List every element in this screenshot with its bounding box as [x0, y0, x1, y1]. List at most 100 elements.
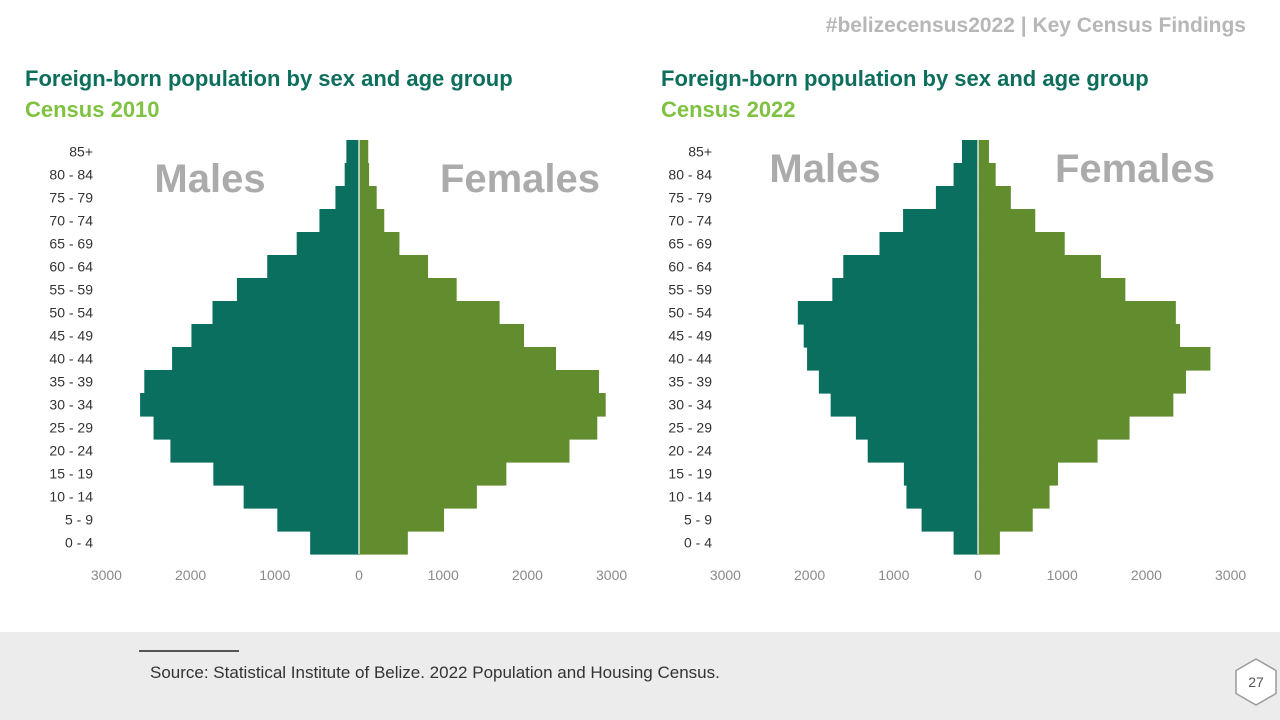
age-group-label: 20 - 24 — [668, 443, 712, 459]
x-tick-label: 2000 — [175, 567, 206, 583]
bar-female-25-29 — [359, 416, 598, 440]
x-tick-label: 3000 — [710, 567, 741, 583]
age-group-label: 5 - 9 — [65, 512, 93, 528]
bar-female-35-39 — [978, 370, 1186, 394]
x-tick-label: 1000 — [259, 567, 290, 583]
bar-male-80-84 — [953, 163, 978, 187]
age-group-label: 65 - 69 — [49, 236, 93, 252]
age-group-label: 75 - 79 — [49, 190, 93, 206]
page-number: 27 — [1248, 674, 1264, 690]
bar-male-55-59 — [832, 278, 978, 302]
age-group-label: 50 - 54 — [49, 305, 93, 321]
bar-female-50-54 — [359, 301, 500, 325]
bar-female-40-44 — [359, 347, 557, 371]
age-group-label: 65 - 69 — [668, 236, 712, 252]
bar-male-80-84 — [344, 163, 359, 187]
bar-male-5-9 — [277, 508, 359, 532]
age-group-label: 30 - 34 — [49, 397, 93, 413]
age-group-label: 30 - 34 — [668, 397, 712, 413]
bar-female-10-14 — [359, 485, 477, 509]
bar-male-60-64 — [267, 255, 359, 279]
bar-male-10-14 — [906, 485, 978, 509]
bar-female-25-29 — [978, 416, 1130, 440]
bar-male-55-59 — [236, 278, 359, 302]
age-group-label: 70 - 74 — [49, 213, 93, 229]
bar-male-45-49 — [803, 324, 978, 348]
age-group-label: 10 - 14 — [49, 489, 93, 505]
age-group-label: 15 - 19 — [668, 466, 712, 482]
bar-male-0-4 — [310, 531, 359, 555]
age-group-label: 5 - 9 — [684, 512, 712, 528]
x-tick-label: 2000 — [794, 567, 825, 583]
bar-male-15-19 — [213, 462, 359, 486]
age-group-label: 45 - 49 — [668, 328, 712, 344]
age-group-label: 35 - 39 — [668, 374, 712, 390]
bar-female-5-9 — [359, 508, 445, 532]
page-number-badge: 27 — [1235, 658, 1277, 706]
bar-male-0-4 — [953, 531, 978, 555]
males-label: Males — [154, 157, 265, 201]
males-label: Males — [769, 147, 880, 191]
bar-male-60-64 — [843, 255, 978, 279]
bar-female-15-19 — [978, 462, 1058, 486]
x-tick-label: 2000 — [1131, 567, 1162, 583]
bar-male-35-39 — [818, 370, 978, 394]
bar-male-50-54 — [212, 301, 359, 325]
bar-female-30-34 — [978, 393, 1174, 417]
age-group-label: 60 - 64 — [668, 259, 712, 275]
age-group-label: 70 - 74 — [668, 213, 712, 229]
x-tick-label: 1000 — [1047, 567, 1078, 583]
bar-female-0-4 — [359, 531, 408, 555]
population-pyramid-2022: 0 - 4 5 - 9 10 - 14 15 - 19 20 - 24 25 - 29 30… — [668, 140, 1246, 583]
bar-female-75-79 — [978, 186, 1011, 210]
bar-male-40-44 — [172, 347, 359, 371]
age-group-label: 25 - 29 — [49, 420, 93, 436]
footer-bar: Source: Statistical Institute of Belize.… — [0, 632, 1280, 720]
age-group-label: 45 - 49 — [49, 328, 93, 344]
bar-female-15-19 — [359, 462, 507, 486]
bar-female-0-4 — [978, 531, 1000, 555]
x-tick-label: 2000 — [512, 567, 543, 583]
bar-male-25-29 — [153, 416, 359, 440]
age-group-label: 60 - 64 — [49, 259, 93, 275]
x-tick-label: 1000 — [878, 567, 909, 583]
bar-female-70-74 — [359, 209, 385, 233]
bar-male-30-34 — [140, 393, 359, 417]
bar-female-60-64 — [978, 255, 1101, 279]
bar-male-40-44 — [807, 347, 978, 371]
bar-female-60-64 — [359, 255, 429, 279]
bar-female-45-49 — [359, 324, 525, 348]
bar-female-80-84 — [359, 163, 370, 187]
age-group-label: 0 - 4 — [684, 535, 712, 551]
age-group-label: 50 - 54 — [668, 305, 712, 321]
x-tick-label: 3000 — [91, 567, 122, 583]
bar-male-65-69 — [296, 232, 359, 256]
age-group-label: 75 - 79 — [668, 190, 712, 206]
bar-male-20-24 — [867, 439, 978, 463]
bar-female-50-54 — [978, 301, 1176, 325]
bar-male-15-19 — [903, 462, 978, 486]
bar-male-75-79 — [335, 186, 359, 210]
x-tick-label: 0 — [355, 567, 363, 583]
bar-female-85plus — [359, 140, 369, 164]
chart-subtitle-2010: Census 2010 — [25, 97, 160, 122]
bar-male-85plus — [346, 140, 359, 164]
bar-male-75-79 — [935, 186, 978, 210]
age-group-label: 25 - 29 — [668, 420, 712, 436]
bar-male-10-14 — [243, 485, 359, 509]
bar-male-70-74 — [319, 209, 359, 233]
age-group-label: 0 - 4 — [65, 535, 93, 551]
bar-female-65-69 — [359, 232, 400, 256]
hexagon-icon — [1235, 658, 1277, 706]
bar-female-40-44 — [978, 347, 1211, 371]
age-group-label: 80 - 84 — [49, 167, 93, 183]
females-label: Females — [440, 157, 600, 201]
bar-female-30-34 — [359, 393, 606, 417]
age-group-label: 55 - 59 — [49, 282, 93, 298]
bar-male-85plus — [962, 140, 978, 164]
chart-title-2022: Foreign-born population by sex and age g… — [661, 66, 1149, 91]
age-group-label: 55 - 59 — [668, 282, 712, 298]
bar-female-20-24 — [978, 439, 1098, 463]
bar-female-35-39 — [359, 370, 599, 394]
bar-female-70-74 — [978, 209, 1036, 233]
